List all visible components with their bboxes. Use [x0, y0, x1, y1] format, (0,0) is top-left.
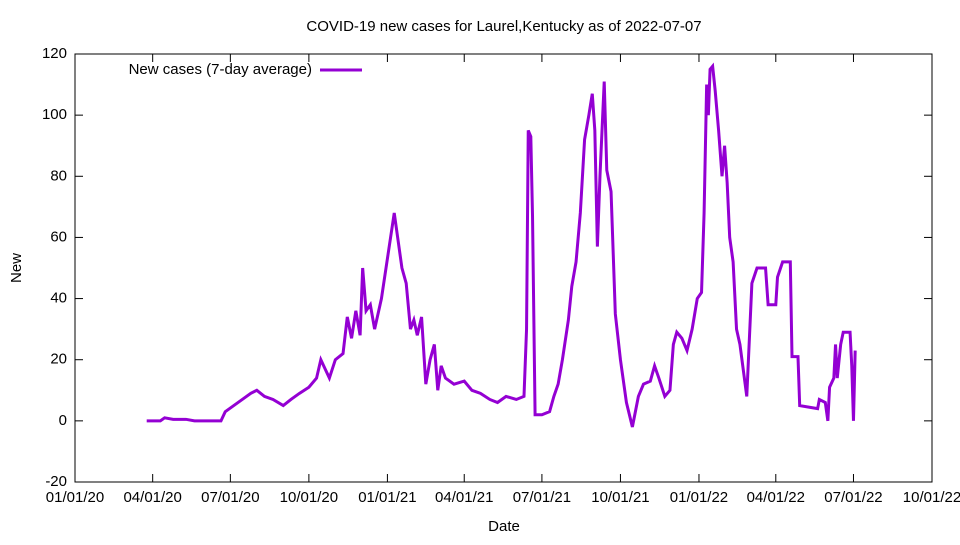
y-tick-label: 60 — [50, 228, 67, 245]
y-tick-label: 20 — [50, 351, 67, 368]
x-axis-label: Date — [488, 518, 520, 535]
y-axis-label: New — [8, 253, 25, 283]
data-line — [146, 62, 857, 428]
y-tick-label: 120 — [42, 45, 67, 62]
y-tick-label: 80 — [50, 167, 67, 184]
x-tick-label: 10/01/20 — [280, 489, 338, 506]
y-tick-label: 100 — [42, 106, 67, 123]
x-tick-label: 01/01/20 — [46, 489, 104, 506]
x-tick-label: 01/01/21 — [358, 489, 416, 506]
x-tick-label: 07/01/21 — [513, 489, 571, 506]
x-tick-label: 01/01/22 — [670, 489, 728, 506]
x-tick-label: 04/01/20 — [123, 489, 181, 506]
x-tick-label: 10/01/22 — [903, 489, 960, 506]
x-tick-label: 04/01/22 — [747, 489, 805, 506]
plot-frame — [74, 53, 933, 483]
chart-title: COVID-19 new cases for Laurel,Kentucky a… — [306, 18, 701, 35]
y-tick-label: 0 — [59, 412, 67, 429]
x-tick-label: 04/01/21 — [435, 489, 493, 506]
x-tick-label: 07/01/20 — [201, 489, 259, 506]
legend-label: New cases (7-day average) — [129, 61, 312, 78]
y-tick-label: 40 — [50, 290, 67, 307]
x-tick-label: 07/01/22 — [824, 489, 882, 506]
x-tick-label: 10/01/21 — [591, 489, 649, 506]
y-tick-label: -20 — [45, 473, 67, 490]
